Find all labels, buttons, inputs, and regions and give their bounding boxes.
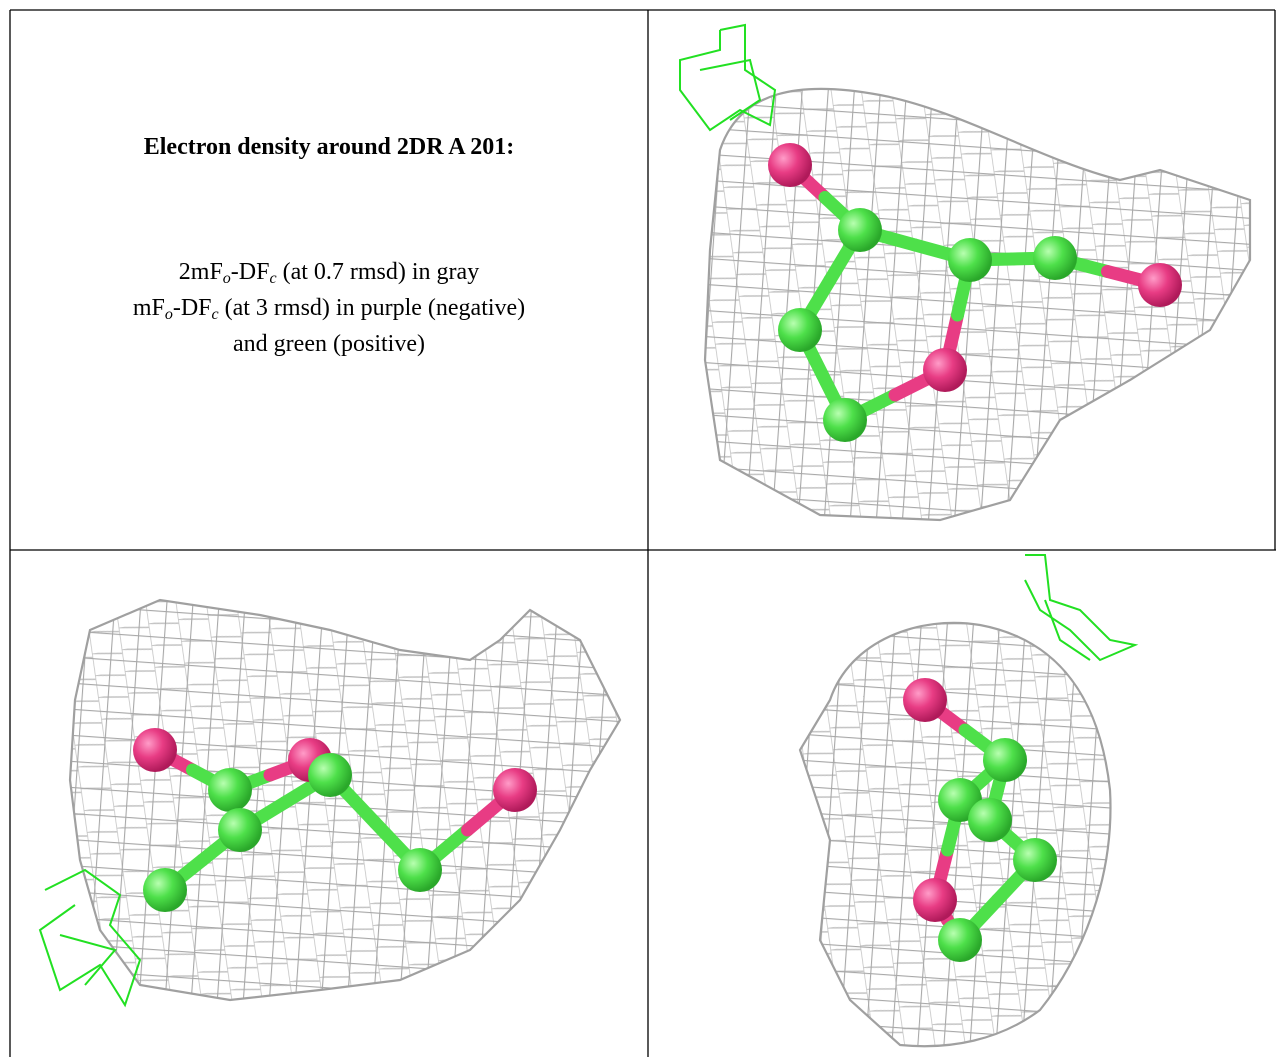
- text: -DF: [230, 259, 270, 285]
- mesh-outline: [68, 598, 622, 1002]
- legend-line: 2mFo-DFc (at 0.7 rmsd) in gray: [10, 254, 648, 290]
- caption-title: Electron density around 2DR A 201:: [143, 134, 515, 160]
- carbon-atom: [968, 798, 1012, 842]
- carbon-atom: [838, 208, 882, 252]
- mesh-outline: [798, 621, 1112, 1048]
- legend-line: and green (positive): [10, 326, 648, 362]
- carbon-atom: [948, 238, 992, 282]
- carbon-atom: [208, 768, 252, 812]
- subscript: o: [222, 270, 231, 287]
- legend-line: mFo-DFc (at 3 rmsd) in purple (negative): [10, 290, 648, 326]
- text: mF: [132, 295, 165, 321]
- positive-density: [679, 23, 777, 132]
- positive-density: [1044, 599, 1091, 661]
- oxygen-atom: [923, 348, 967, 392]
- positive-density: [699, 58, 762, 121]
- carbon-atom: [823, 398, 867, 442]
- carbon-atom: [308, 753, 352, 797]
- oxygen-atom: [913, 878, 957, 922]
- subscript: c: [269, 270, 277, 287]
- positive-density: [38, 868, 142, 1008]
- text: -DF: [172, 295, 212, 321]
- carbon-atom: [1013, 838, 1057, 882]
- oxygen-atom: [768, 143, 812, 187]
- caption-legend: 2mFo-DFc (at 0.7 rmsd) in gray mFo-DFc (…: [10, 254, 648, 362]
- caption-cell: Electron density around 2DR A 201: 2mFo-…: [10, 10, 648, 550]
- text: (at 3 rmsd) in purple (negative): [218, 295, 526, 321]
- text: (at 0.7 rmsd) in gray: [276, 259, 480, 285]
- carbon-atom: [143, 868, 187, 912]
- oxygen-atom: [903, 678, 947, 722]
- carbon-atom: [983, 738, 1027, 782]
- subscript: o: [164, 306, 173, 323]
- positive-density: [1024, 554, 1139, 662]
- positive-density: [59, 934, 117, 986]
- oxygen-atom: [1138, 263, 1182, 307]
- carbon-atom: [218, 808, 262, 852]
- oxygen-atom: [133, 728, 177, 772]
- carbon-atom: [938, 918, 982, 962]
- carbon-atom: [1033, 236, 1077, 280]
- text: 2mF: [178, 259, 223, 285]
- carbon-atom: [778, 308, 822, 352]
- oxygen-atom: [493, 768, 537, 812]
- subscript: c: [211, 306, 219, 323]
- carbon-atom: [398, 848, 442, 892]
- text: and green (positive): [233, 331, 425, 357]
